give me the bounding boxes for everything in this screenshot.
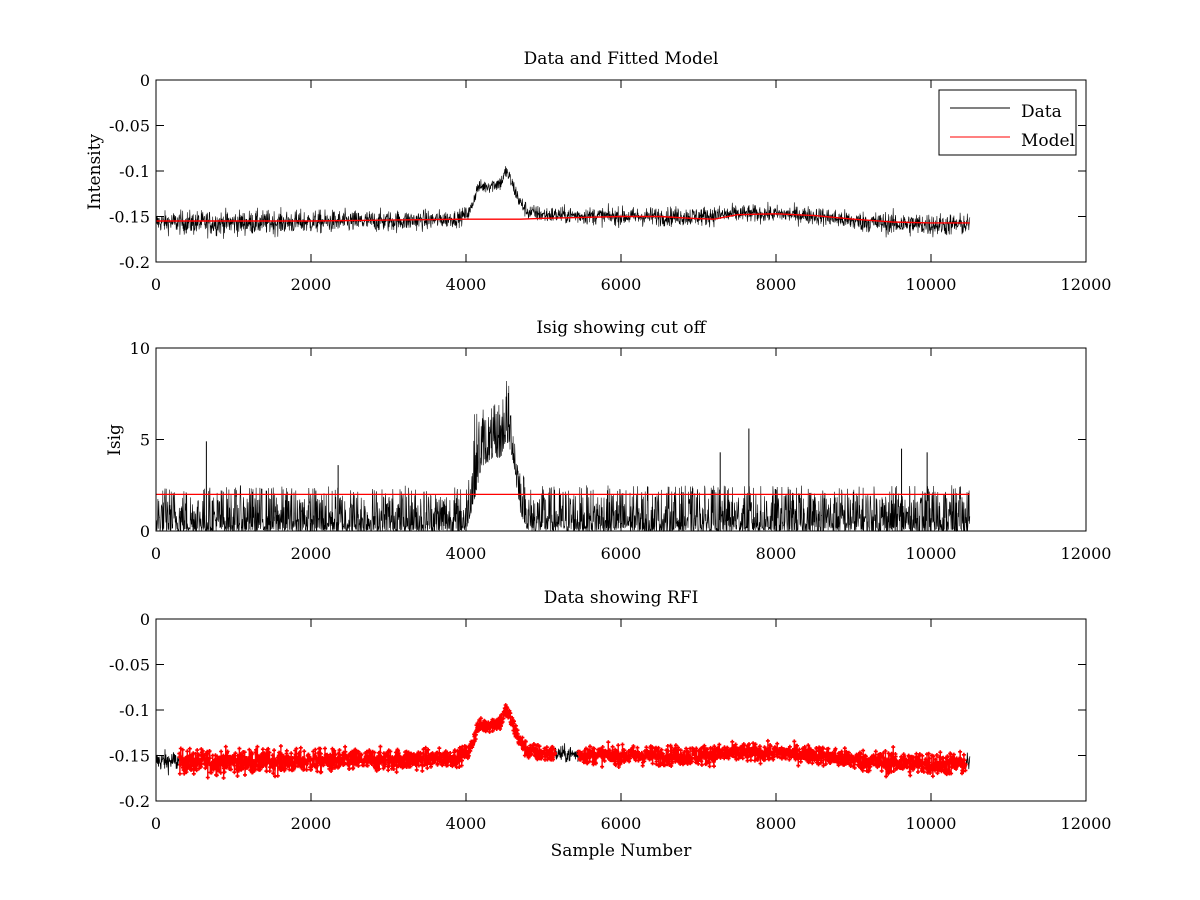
legend-model-label: Model [1021, 131, 1075, 151]
intensity-y-tick-label: -0.05 [109, 117, 150, 136]
intensity-x-tick-label: 10000 [906, 275, 957, 294]
rfi-y-tick-label: -0.1 [119, 701, 150, 720]
intensity-data-line [156, 166, 971, 239]
intensity-panel: Data and Fitted Model Intensity 0 2000 400… [85, 49, 1111, 294]
intensity-x-tick-label: 4000 [446, 275, 487, 294]
legend-box [938, 89, 1077, 156]
rfi-marker-line [178, 705, 967, 778]
rfi-x-tick-label: 12000 [1061, 814, 1112, 833]
intensity-x-tick-label: 8000 [756, 275, 797, 294]
isig-x-tick-label: 8000 [756, 544, 797, 563]
rfi-y-tick-label: 0 [140, 610, 150, 629]
rfi-x-tick-label: 2000 [291, 814, 332, 833]
isig-plot-title: Isig showing cut off [536, 318, 707, 338]
rfi-x-tick-label: 0 [151, 814, 161, 833]
intensity-x-tick-label: 2000 [291, 275, 332, 294]
intensity-x-tick-label: 6000 [601, 275, 642, 294]
rfi-plot-title: Data showing RFI [544, 588, 699, 608]
isig-x-tick-label: 4000 [446, 544, 487, 563]
rfi-x-axis-label: Sample Number [551, 841, 693, 861]
rfi-x-tick-label: 10000 [906, 814, 957, 833]
intensity-plot-title: Data and Fitted Model [524, 49, 719, 69]
rfi-x-tick-label: 6000 [601, 814, 642, 833]
rfi-y-tick-label: -0.15 [109, 747, 150, 766]
intensity-model-line [156, 213, 970, 224]
intensity-y-tick-label: -0.15 [109, 208, 150, 227]
isig-y-tick-label: 5 [140, 431, 150, 450]
rfi-x-tick-label: 4000 [446, 814, 487, 833]
isig-y-tick-label: 0 [140, 522, 150, 541]
rfi-y-tick-label: -0.2 [119, 792, 150, 811]
isig-panel: Isig showing cut off Isig 0 2000 4000 6000 8… [105, 318, 1111, 563]
isig-x-tick-label: 2000 [291, 544, 332, 563]
isig-y-axis-label: Isig [105, 424, 125, 456]
rfi-x-tick-label: 8000 [756, 814, 797, 833]
isig-y-tick-label: 10 [130, 339, 150, 358]
intensity-y-tick-label: -0.2 [119, 253, 150, 272]
rfi-panel: Data showing RFI Sample Number 0 2000 4000… [109, 588, 1111, 861]
intensity-y-axis-label: Intensity [85, 134, 105, 210]
isig-data-line [155, 380, 971, 533]
isig-x-tick-label: 0 [151, 544, 161, 563]
intensity-plot-area: 0 2000 4000 6000 8000 10000 12000 -0.2 -0.15 -0.1… [109, 71, 1111, 294]
isig-x-tick-label: 10000 [906, 544, 957, 563]
rfi-plot-area: 0 2000 4000 6000 8000 10000 12000 -0.2 -0.15 -0.1… [109, 610, 1111, 833]
intensity-x-tick-label: 12000 [1061, 275, 1112, 294]
intensity-x-tick-label: 0 [151, 275, 161, 294]
intensity-y-tick-label: -0.1 [119, 162, 150, 181]
isig-plot-area: 0 2000 4000 6000 8000 10000 12000 0 5 10 [130, 339, 1112, 563]
isig-x-tick-label: 12000 [1061, 544, 1112, 563]
legend-data-label: Data [1021, 102, 1062, 122]
intensity-y-tick-label: 0 [140, 71, 150, 90]
intensity-legend: Data Model [938, 89, 1077, 156]
rfi-y-tick-label: -0.05 [109, 656, 150, 675]
isig-x-tick-label: 6000 [601, 544, 642, 563]
